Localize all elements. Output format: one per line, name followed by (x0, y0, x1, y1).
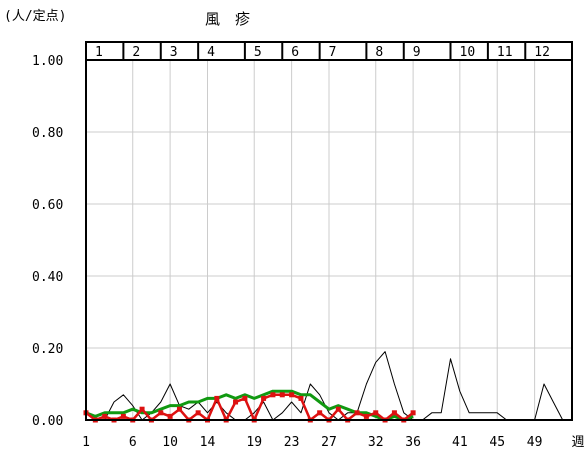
grid (86, 60, 572, 420)
month-label: 8 (375, 45, 383, 60)
month-label: 7 (329, 45, 337, 60)
month-label: 4 (207, 45, 215, 60)
month-header: 1 2 3 4 5 6 7 8 9 10 11 12 (86, 42, 572, 61)
month-label: 10 (460, 45, 476, 60)
chart-title: 風 疹 (205, 10, 250, 28)
series-marker-3 (373, 410, 379, 416)
x-tick-label: 14 (200, 435, 216, 450)
series-marker-3 (335, 406, 341, 412)
series-marker-3 (214, 395, 220, 401)
unit-label: (人/定点) (4, 9, 66, 24)
series-marker-3 (270, 392, 276, 398)
series-marker-3 (167, 413, 173, 419)
y-tick-label: 0.20 (32, 342, 63, 357)
series-marker-3 (410, 410, 416, 416)
x-tick-label: 23 (284, 435, 300, 450)
axes: 1.000.800.600.400.200.001 6 10 14 19 23 27 32 36… (32, 41, 585, 450)
plot-frame (85, 41, 573, 421)
series-marker-3 (391, 410, 397, 416)
series-marker-3 (317, 410, 323, 416)
x-tick-label: 36 (405, 435, 421, 450)
month-label: 2 (132, 45, 140, 60)
month-label: 3 (170, 45, 178, 60)
y-tick-label: 0.80 (32, 126, 63, 141)
y-tick-label: 0.00 (32, 414, 63, 429)
y-tick-label: 1.00 (32, 54, 63, 69)
y-tick-label: 0.40 (32, 270, 63, 285)
series-marker-3 (298, 395, 304, 401)
series-marker-3 (363, 413, 369, 419)
month-label: 6 (291, 45, 299, 60)
series-marker-3 (289, 392, 295, 398)
series-marker-3 (158, 410, 164, 416)
series-marker-3 (102, 413, 108, 419)
month-label: 9 (413, 45, 421, 60)
series-marker-3 (139, 406, 145, 412)
series-group (83, 351, 564, 423)
month-label: 12 (534, 45, 550, 60)
x-tick-label: 10 (162, 435, 178, 450)
y-tick-label: 0.60 (32, 198, 63, 213)
series-marker-3 (195, 410, 201, 416)
x-tick-label: 1 (82, 435, 90, 450)
series-marker-3 (233, 399, 239, 405)
series-marker-3 (120, 413, 126, 419)
x-tick-label: 49 (527, 435, 543, 450)
x-tick-label: 32 (368, 435, 384, 450)
x-tick-label: 19 (246, 435, 262, 450)
x-tick-label: 41 (452, 435, 468, 450)
x-tick-label: 27 (321, 435, 337, 450)
series-marker-3 (354, 410, 360, 416)
x-axis-suffix: 週 (571, 435, 584, 450)
month-label: 5 (254, 45, 262, 60)
x-tick-label: 45 (489, 435, 505, 450)
series-marker-3 (242, 395, 248, 401)
series-marker-3 (261, 395, 267, 401)
month-label: 11 (497, 45, 513, 60)
month-label: 1 (95, 45, 103, 60)
series-marker-3 (279, 392, 285, 398)
series-marker-3 (176, 406, 182, 412)
x-tick-label: 6 (129, 435, 137, 450)
